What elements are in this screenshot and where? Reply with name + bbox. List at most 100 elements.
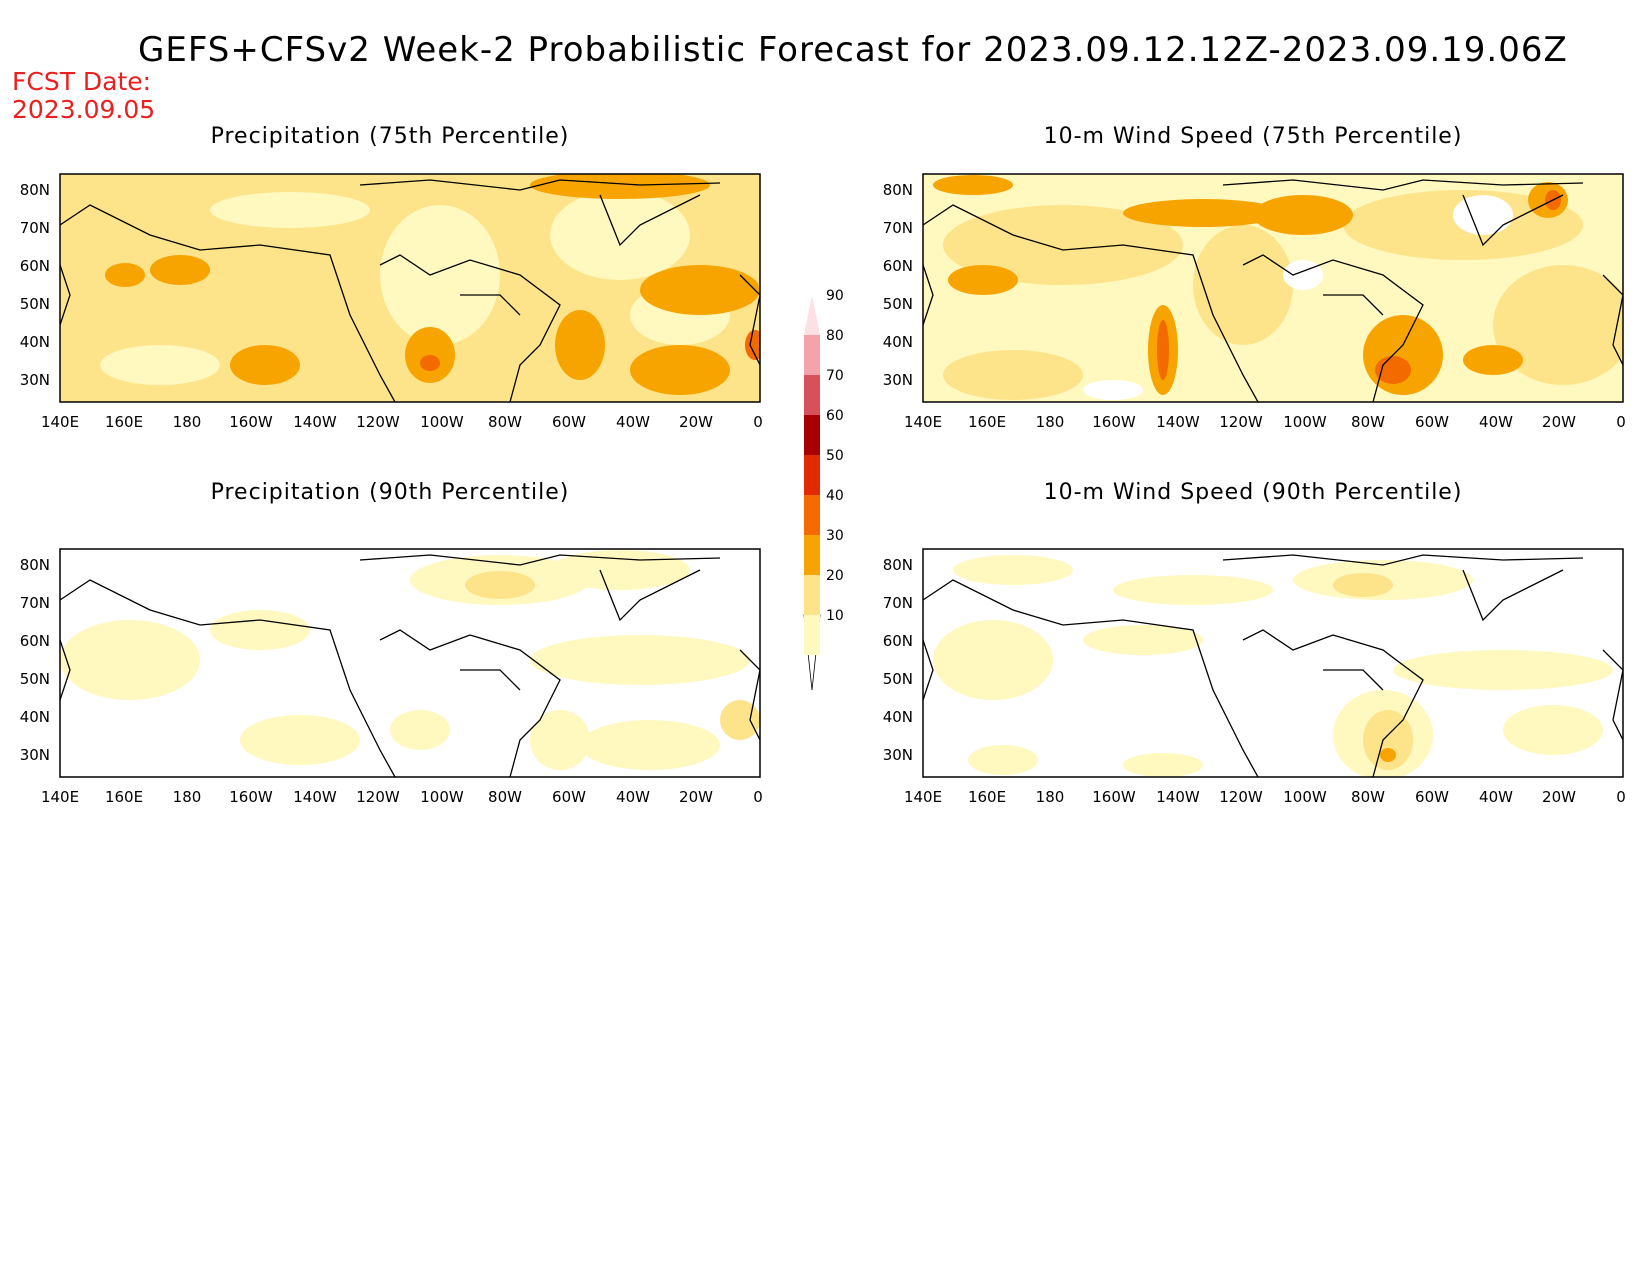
lat-label: 60N xyxy=(20,632,50,650)
lat-label: 50N xyxy=(883,295,913,313)
panel-title-wind-90: 10-m Wind Speed (90th Percentile) xyxy=(1043,480,1463,505)
colorbar-swatch xyxy=(804,335,820,375)
map-frame xyxy=(59,173,761,403)
lon-label: 100W xyxy=(1283,413,1327,431)
lon-label: 120W xyxy=(356,788,400,806)
lon-label: 0 xyxy=(753,788,763,806)
map-frame xyxy=(59,548,761,778)
colorbar-swatch xyxy=(804,375,820,415)
colorbar-level-label: 70 xyxy=(826,368,844,384)
lon-label: 180 xyxy=(173,413,202,431)
colorbar: 10 20 30 40 50 60 70 80 90 xyxy=(803,288,844,691)
lon-label: 80W xyxy=(1351,413,1385,431)
colorbar-level-label: 30 xyxy=(826,528,844,544)
lat-label: 80N xyxy=(883,556,913,574)
lat-label: 40N xyxy=(883,333,913,351)
lon-label: 160W xyxy=(229,413,273,431)
colorbar-level-label: 60 xyxy=(826,408,844,424)
colorbar-swatch xyxy=(804,495,820,535)
lat-label: 70N xyxy=(883,219,913,237)
lon-label: 60W xyxy=(552,413,586,431)
lon-label: 120W xyxy=(1219,413,1263,431)
lon-label: 160E xyxy=(968,413,1006,431)
lat-label: 80N xyxy=(20,181,50,199)
lon-label: 20W xyxy=(679,788,713,806)
lon-label: 40W xyxy=(616,413,650,431)
colorbar-swatch xyxy=(804,575,820,615)
map-wind-75: 80N 70N 60N 50N 40N 30N 140E 160E 180 16… xyxy=(883,173,1626,431)
lon-label: 60W xyxy=(1415,413,1449,431)
lon-label: 80W xyxy=(1351,788,1385,806)
lat-label: 60N xyxy=(20,257,50,275)
lon-label: 140E xyxy=(41,788,79,806)
colorbar-swatch xyxy=(804,295,820,335)
colorbar-swatch xyxy=(804,615,820,655)
lon-label: 40W xyxy=(1479,788,1513,806)
colorbar-level-label: 50 xyxy=(826,448,844,464)
lon-label: 20W xyxy=(679,413,713,431)
lat-label: 40N xyxy=(20,708,50,726)
lat-label: 50N xyxy=(883,670,913,688)
map-wind-90: 80N 70N 60N 50N 40N 30N 140E 160E 180 16… xyxy=(883,548,1626,806)
lat-label: 30N xyxy=(883,746,913,764)
lon-label: 140W xyxy=(293,788,337,806)
lon-label: 40W xyxy=(1479,413,1513,431)
lat-label: 80N xyxy=(883,181,913,199)
lon-label: 120W xyxy=(356,413,400,431)
lon-label: 80W xyxy=(488,788,522,806)
lat-label: 50N xyxy=(20,670,50,688)
colorbar-level-label: 80 xyxy=(826,328,844,344)
lon-label: 20W xyxy=(1542,788,1576,806)
lon-label: 140E xyxy=(41,413,79,431)
lat-label: 30N xyxy=(20,746,50,764)
lon-label: 140E xyxy=(904,788,942,806)
lon-label: 160W xyxy=(229,788,273,806)
lon-label: 100W xyxy=(1283,788,1327,806)
figure-title: GEFS+CFSv2 Week-2 Probabilistic Forecast… xyxy=(138,30,1568,70)
colorbar-level-label: 90 xyxy=(826,288,844,304)
colorbar-swatch xyxy=(804,455,820,495)
lon-label: 0 xyxy=(753,413,763,431)
lon-label: 160E xyxy=(105,788,143,806)
lon-label: 40W xyxy=(616,788,650,806)
colorbar-level-label: 40 xyxy=(826,488,844,504)
lat-label: 60N xyxy=(883,257,913,275)
lon-label: 0 xyxy=(1616,788,1626,806)
lon-label: 100W xyxy=(420,413,464,431)
lon-label: 140W xyxy=(293,413,337,431)
fcst-date-label: FCST Date: xyxy=(12,67,152,96)
lat-label: 70N xyxy=(20,594,50,612)
lon-label: 0 xyxy=(1616,413,1626,431)
lat-label: 80N xyxy=(20,556,50,574)
panel-title-precip-75: Precipitation (75th Percentile) xyxy=(210,124,570,149)
lon-label: 160W xyxy=(1092,413,1136,431)
lon-label: 180 xyxy=(1036,413,1065,431)
map-frame xyxy=(922,548,1624,778)
lon-label: 140E xyxy=(904,413,942,431)
lon-label: 140W xyxy=(1156,413,1200,431)
lon-label: 160E xyxy=(968,788,1006,806)
lon-label: 160W xyxy=(1092,788,1136,806)
lon-label: 100W xyxy=(420,788,464,806)
lon-label: 180 xyxy=(1036,788,1065,806)
lon-label: 20W xyxy=(1542,413,1576,431)
lon-label: 120W xyxy=(1219,788,1263,806)
lat-label: 40N xyxy=(883,708,913,726)
lat-label: 30N xyxy=(20,371,50,389)
colorbar-level-label: 10 xyxy=(826,608,844,624)
lat-label: 70N xyxy=(20,219,50,237)
panel-title-precip-90: Precipitation (90th Percentile) xyxy=(210,480,570,505)
lon-label: 60W xyxy=(1415,788,1449,806)
lat-label: 70N xyxy=(883,594,913,612)
lat-label: 60N xyxy=(883,632,913,650)
map-precip-90: 80N 70N 60N 50N 40N 30N 140E 160E 180 16… xyxy=(20,548,763,806)
fcst-date-value: 2023.09.05 xyxy=(12,95,156,124)
fcst-date-block: FCST Date: 2023.09.05 xyxy=(12,68,155,124)
lon-label: 180 xyxy=(173,788,202,806)
lat-label: 30N xyxy=(883,371,913,389)
lon-label: 60W xyxy=(552,788,586,806)
lon-label: 160E xyxy=(105,413,143,431)
lon-label: 140W xyxy=(1156,788,1200,806)
colorbar-swatch xyxy=(804,415,820,455)
map-precip-75: 80N 70N 60N 50N 40N 30N 140E 160E 180 16… xyxy=(20,173,763,431)
